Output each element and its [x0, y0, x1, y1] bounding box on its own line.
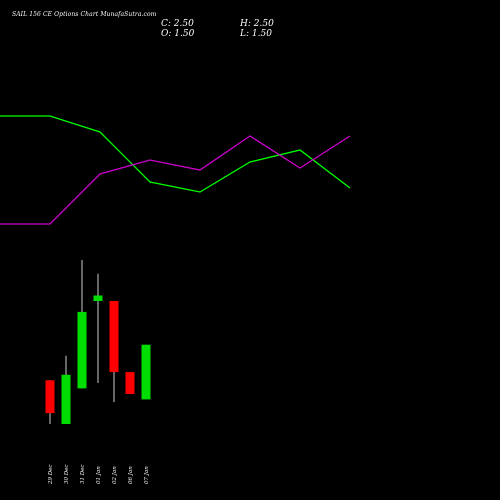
close-value: 2.50	[173, 19, 194, 29]
candle-body-up	[93, 295, 103, 301]
candlestick	[45, 380, 55, 424]
chart-title: SAIL 156 CE Options Chart MunafaSutra.co…	[12, 11, 157, 18]
candle-body-down	[45, 380, 55, 414]
close-readout: C: 2.50	[161, 19, 194, 29]
high-readout: H: 2.50	[240, 19, 274, 29]
x-axis-date-label: 29 Dec	[48, 465, 54, 486]
candlesticks-layer	[45, 260, 151, 424]
open-value: 1.50	[174, 29, 195, 39]
indicator-line-lower	[0, 135, 351, 225]
indicator-lines-layer	[0, 115, 351, 225]
candlestick	[93, 273, 103, 383]
candlestick	[125, 372, 135, 394]
x-axis-date-label: 07 Jan	[144, 466, 150, 484]
x-axis-date-label: 01 Jan	[96, 466, 102, 484]
high-label: H:	[240, 19, 251, 29]
candle-body-up	[61, 374, 71, 424]
x-axis-labels-layer: 29 Dec 30 Dec 31 Dec 01 Jan 02 Jan 06 Jan 07 J…	[48, 465, 150, 486]
candlestick	[109, 301, 119, 403]
high-value: 2.50	[253, 19, 274, 29]
candlestick	[141, 344, 151, 400]
x-axis-date-label: 02 Jan	[112, 466, 118, 484]
low-label: L:	[240, 29, 250, 39]
x-axis-date-label: 06 Jan	[128, 466, 134, 484]
candle-body-down	[125, 372, 135, 394]
low-value: 1.50	[251, 29, 272, 39]
low-readout: L: 1.50	[240, 29, 272, 39]
candlestick	[61, 355, 71, 424]
open-readout: O: 1.50	[161, 29, 194, 39]
x-axis-date-label: 31 Dec	[80, 465, 86, 485]
candle-body-down	[109, 301, 119, 373]
candlestick	[77, 260, 87, 389]
close-label: C:	[161, 19, 171, 29]
candle-body-up	[77, 311, 87, 389]
open-label: O:	[161, 29, 172, 39]
indicator-line-upper	[0, 115, 351, 193]
x-axis-date-label: 30 Dec	[64, 465, 70, 485]
candle-body-up	[141, 344, 151, 400]
